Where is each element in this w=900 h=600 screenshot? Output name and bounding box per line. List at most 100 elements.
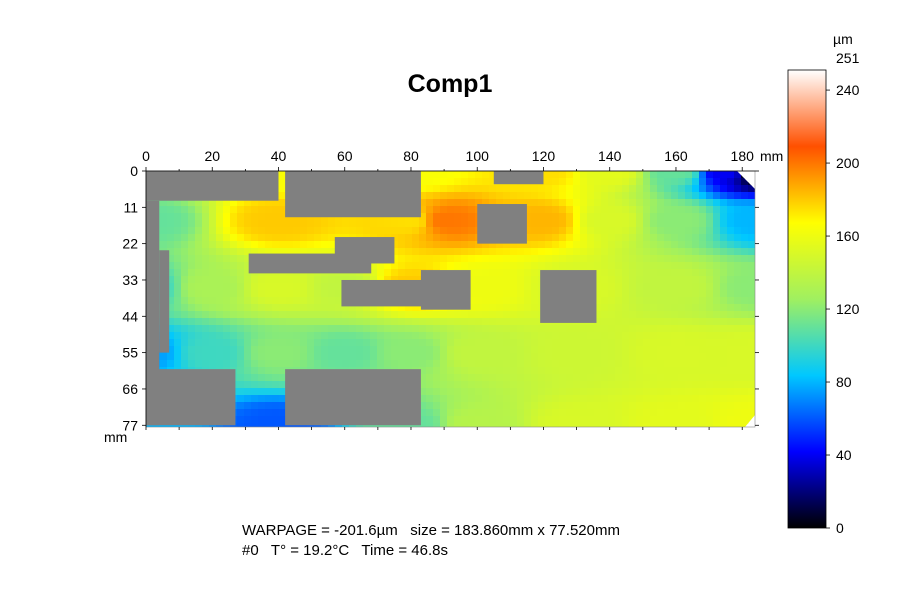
field-cell (510, 311, 518, 319)
field-cell (433, 318, 441, 326)
field-cell (741, 185, 749, 193)
field-cell (650, 388, 658, 396)
field-cell (699, 234, 707, 242)
field-cell (594, 185, 602, 193)
field-cell (706, 227, 714, 235)
field-cell (370, 318, 378, 326)
field-cell (741, 234, 749, 242)
field-cell (237, 346, 245, 354)
field-cell (678, 353, 686, 361)
field-cell (538, 227, 546, 235)
field-cell (573, 171, 581, 179)
field-cell (202, 213, 210, 221)
field-cell (216, 269, 224, 277)
field-cell (370, 220, 378, 228)
field-cell (608, 318, 616, 326)
field-cell (419, 388, 427, 396)
field-cell (720, 206, 728, 214)
field-cell (713, 353, 721, 361)
field-cell (461, 213, 469, 221)
field-cell (517, 192, 525, 200)
field-cell (489, 283, 497, 291)
field-cell (517, 283, 525, 291)
field-cell (461, 409, 469, 417)
field-cell (475, 248, 483, 256)
field-cell (440, 381, 448, 389)
field-cell (391, 276, 399, 284)
field-cell (727, 171, 735, 179)
field-cell (629, 388, 637, 396)
field-cell (209, 241, 217, 249)
field-cell (230, 360, 238, 368)
field-cell (349, 311, 357, 319)
field-cell (209, 283, 217, 291)
field-cell (636, 234, 644, 242)
field-cell (580, 262, 588, 270)
field-cell (405, 262, 413, 270)
field-cell (384, 262, 392, 270)
field-cell (629, 290, 637, 298)
field-cell (657, 213, 665, 221)
field-cell (258, 416, 266, 424)
field-cell (321, 332, 329, 340)
field-cell (307, 353, 315, 361)
field-cell (566, 423, 574, 427)
field-cell (720, 304, 728, 312)
field-cell (237, 367, 245, 375)
field-cell (468, 374, 476, 382)
field-cell (706, 178, 714, 186)
field-cell (426, 374, 434, 382)
field-cell (335, 220, 343, 228)
field-cell (321, 227, 329, 235)
field-cell (664, 248, 672, 256)
field-cell (447, 234, 455, 242)
field-cell (181, 220, 189, 228)
field-cell (433, 248, 441, 256)
field-cell (538, 185, 546, 193)
field-cell (727, 248, 735, 256)
field-cell (237, 220, 245, 228)
field-cell (664, 192, 672, 200)
field-cell (251, 402, 259, 410)
field-cell (279, 353, 287, 361)
field-cell (657, 311, 665, 319)
field-cell (209, 346, 217, 354)
field-cell (727, 276, 735, 284)
field-cell (594, 262, 602, 270)
field-cell (671, 199, 679, 207)
field-cell (664, 367, 672, 375)
field-cell (188, 304, 196, 312)
field-cell (587, 339, 595, 347)
field-cell (321, 283, 329, 291)
field-cell (461, 234, 469, 242)
field-cell (678, 423, 686, 427)
field-cell (223, 339, 231, 347)
field-cell (384, 269, 392, 277)
field-cell (258, 311, 266, 319)
field-cell (664, 227, 672, 235)
field-cell (195, 220, 203, 228)
field-cell (489, 318, 497, 326)
field-cell (734, 178, 742, 186)
field-cell (517, 332, 525, 340)
field-cell (335, 339, 343, 347)
field-cell (587, 199, 595, 207)
field-cell (720, 213, 728, 221)
field-cell (552, 367, 560, 375)
field-cell (727, 395, 735, 403)
field-cell (734, 269, 742, 277)
field-cell (636, 213, 644, 221)
field-cell (524, 304, 532, 312)
field-cell (244, 374, 252, 382)
field-cell (300, 311, 308, 319)
field-cell (650, 360, 658, 368)
field-cell (216, 304, 224, 312)
field-cell (503, 332, 511, 340)
field-cell (699, 283, 707, 291)
field-cell (363, 353, 371, 361)
field-cell (167, 255, 175, 263)
field-cell (251, 234, 259, 242)
field-cell (412, 227, 420, 235)
field-cell (209, 325, 217, 333)
field-cell (503, 360, 511, 368)
